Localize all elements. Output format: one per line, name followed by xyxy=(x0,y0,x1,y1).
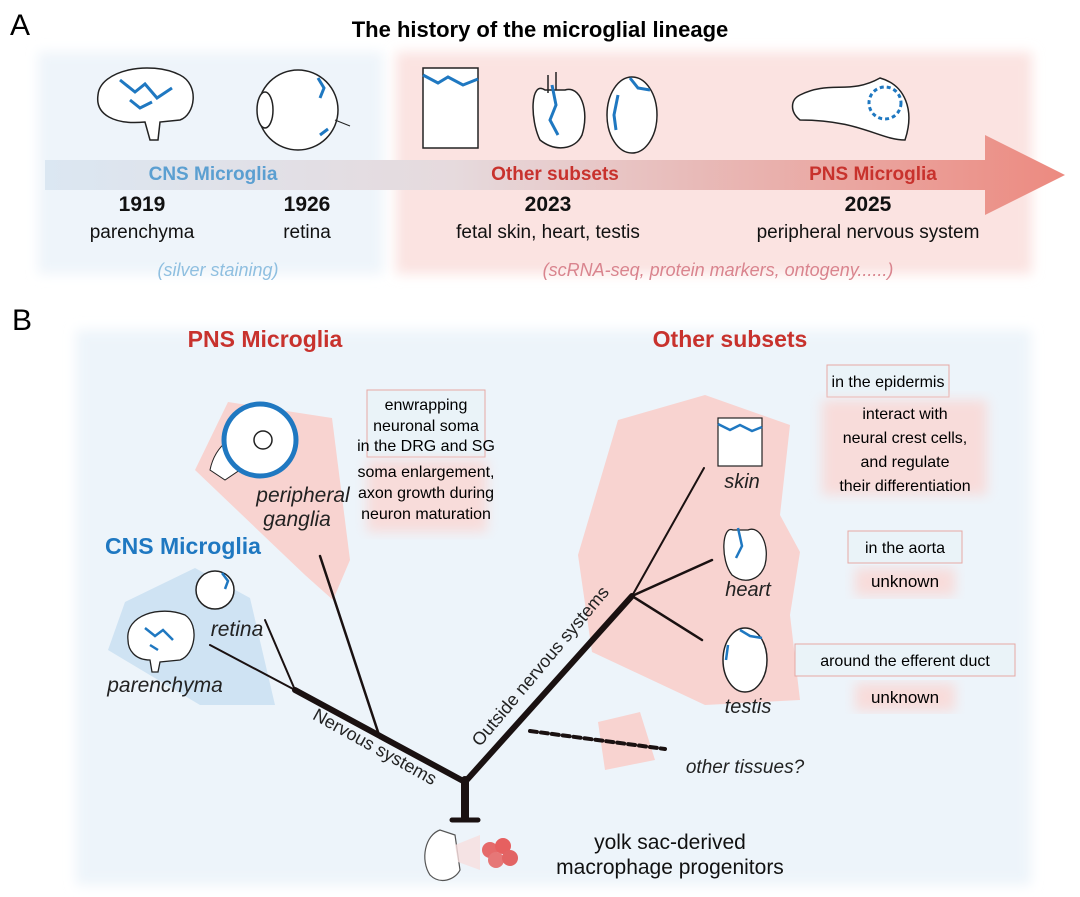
testis-function-shade xyxy=(855,683,955,711)
yolk-sac-embryo-icon xyxy=(424,829,518,882)
testis-function: unknown xyxy=(871,688,939,707)
heart-icon xyxy=(532,72,586,149)
site-pns: peripheral nervous system xyxy=(757,222,980,243)
panel-a-title: The history of the microglial lineage xyxy=(352,17,729,42)
year-2023: 2023 xyxy=(525,193,572,216)
other-tissues-label: other tissues? xyxy=(686,757,805,778)
origin-line-1: yolk sac-derived xyxy=(594,831,746,854)
lineage-tree xyxy=(209,467,714,823)
year-2025: 2025 xyxy=(845,193,892,216)
ganglion-icon xyxy=(791,77,910,141)
heart-function-shade xyxy=(855,568,955,596)
brain-icon xyxy=(97,67,194,141)
eye-icon xyxy=(256,69,351,151)
cns-title: CNS Microglia xyxy=(105,533,261,559)
cns-microglia-label: CNS Microglia xyxy=(149,164,278,185)
method-modern: (scRNA-seq, protein markers, ontogeny...… xyxy=(543,260,894,280)
panel-b: B PNS Microglia Other subsets CNS Microg… xyxy=(12,304,1031,885)
testis-label: testis xyxy=(725,696,772,718)
testis-tissue-icon xyxy=(722,627,768,693)
skin-function-line-4: their differentiation xyxy=(839,478,970,495)
skin-location: in the epidermis xyxy=(832,374,945,391)
other-subsets-title: Other subsets xyxy=(653,326,808,352)
heart-location: in the aorta xyxy=(865,540,945,557)
skin-location-box xyxy=(826,364,950,398)
pns-microglia-label: PNS Microglia xyxy=(809,164,937,185)
heart-function: unknown xyxy=(871,572,939,591)
testis-location: around the efferent duct xyxy=(820,653,990,670)
retina-eye-icon xyxy=(195,570,235,610)
timeline-arrow xyxy=(45,135,1065,215)
panel-a: A The history of the microglial lineage xyxy=(10,9,1065,280)
origin-line-2: macrophage progenitors xyxy=(556,856,784,879)
pns-function-line-3: neuron maturation xyxy=(361,506,491,523)
skin-function-shade xyxy=(822,400,987,495)
other-subsets-label: Other subsets xyxy=(491,164,619,185)
site-retina: retina xyxy=(283,222,331,243)
skin-function-line-1: interact with xyxy=(862,406,947,423)
skin-tissue-icon xyxy=(717,417,763,467)
site-parenchyma: parenchyma xyxy=(90,222,195,243)
pns-title: PNS Microglia xyxy=(188,326,343,352)
heart-location-box xyxy=(847,530,963,564)
pns-location-line-2: neuronal soma xyxy=(373,418,479,435)
pns-function-line-2: axon growth during xyxy=(358,485,494,502)
heart-tissue-icon xyxy=(723,527,767,581)
testis-location-box xyxy=(794,643,1016,677)
year-1919: 1919 xyxy=(119,193,166,216)
skin-icon xyxy=(422,67,479,149)
pns-function-line-1: soma enlargement, xyxy=(358,464,495,481)
testis-icon xyxy=(606,76,658,154)
year-1926: 1926 xyxy=(284,193,331,216)
peripheral-ganglion-icon xyxy=(209,401,299,481)
parenchyma-brain-icon xyxy=(127,610,195,673)
retina-label: retina xyxy=(211,618,264,641)
parenchyma-label: parenchyma xyxy=(106,674,223,697)
pns-location-line-3: in the DRG and SG xyxy=(357,438,495,455)
pns-location-box xyxy=(366,389,486,458)
skin-function-line-2: neural crest cells, xyxy=(843,430,968,447)
skin-function-line-3: and regulate xyxy=(861,454,950,471)
peripheral-ganglia-label-2: ganglia xyxy=(263,508,331,531)
peripheral-ganglia-label-1: peripheral xyxy=(255,484,351,507)
panel-a-letter: A xyxy=(10,9,30,42)
panel-b-letter: B xyxy=(12,304,32,337)
method-silver-staining: (silver staining) xyxy=(157,260,278,280)
other-tissues-region xyxy=(598,712,655,770)
heart-label: heart xyxy=(725,579,772,601)
skin-label: skin xyxy=(724,471,760,493)
pns-location-line-1: enwrapping xyxy=(385,397,468,414)
site-fetal-skin-heart-testis: fetal skin, heart, testis xyxy=(456,222,640,243)
pns-function-shade xyxy=(367,460,487,532)
